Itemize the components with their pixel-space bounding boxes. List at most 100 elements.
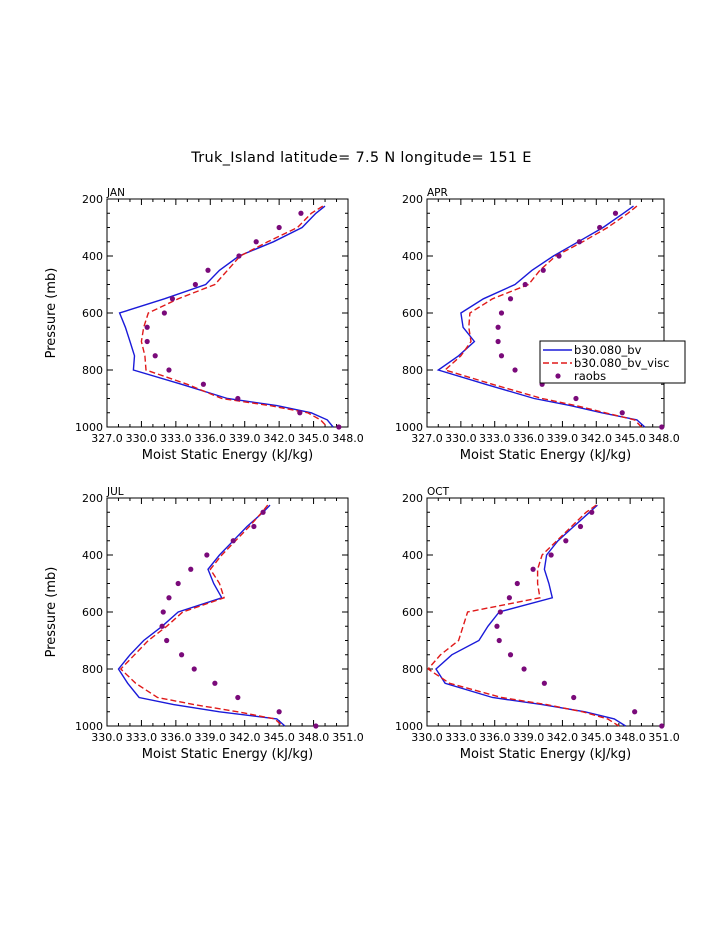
x-tick-label: 339.0 [229,432,261,445]
x-tick-label: 327.0 [411,432,443,445]
raobs-point [659,424,665,430]
raobs-point [541,680,547,686]
x-tick-label: 336.0 [479,731,511,744]
raobs-point [164,637,170,644]
raobs-point [540,267,546,273]
panel-jan: 327.0 330.0 333.0 336.0 339.0 342.0 345.0 348.0… [44,187,364,463]
series-line-bv [435,504,626,727]
x-tick-label: 336.0 [160,731,192,744]
raobs-point [144,338,150,345]
raobs-point [556,253,562,259]
x-tick-label: 333.0 [126,731,158,744]
raobs-point [530,566,536,572]
x-tick-label: 348.0 [298,731,330,744]
x-tick-label: 330.0 [445,432,477,445]
y-tick-label: 400 [82,549,103,562]
y-tick-label: 200 [402,193,423,206]
raobs-point [619,410,625,416]
y-tick-label: 200 [82,492,103,505]
raobs-point [200,381,206,387]
panel-jul: 330.0 333.0 336.0 339.0 342.0 345.0 348.0 351.0… [44,486,364,762]
y-tick-label: 600 [402,307,423,320]
raobs-point [507,296,514,302]
raobs-point [506,595,512,601]
y-tick-label: 200 [82,193,103,206]
plot-frame [106,198,349,428]
raobs-point [514,580,520,587]
chart-title: Truk_Island latitude= 7.5 N longitude= 1… [191,150,532,166]
raobs-point [573,395,579,402]
raobs-point [571,694,577,701]
x-tick-label: 348.0 [614,731,646,744]
raobs-point [235,395,241,402]
series-line-bv [118,205,334,428]
raobs-point [497,609,503,615]
raobs-point [276,224,282,231]
x-tick-label: 336.0 [513,432,545,445]
series-line-bv-visc [427,504,620,727]
x-tick-label: 348.0 [332,432,364,445]
raobs-point [230,538,236,544]
raobs-point [563,538,569,544]
x-tick-label: 336.0 [195,432,227,445]
y-tick-label: 1000 [75,720,103,733]
legend-swatch-raobs [555,373,561,379]
y-tick-label: 800 [82,364,103,377]
x-tick-label: 342.0 [547,731,579,744]
x-tick-label: 348.0 [648,432,680,445]
x-tick-label: 351.0 [332,731,364,744]
raobs-point [144,324,150,330]
raobs-point [297,410,303,416]
x-tick-label: 339.0 [513,731,545,744]
raobs-point [494,623,500,629]
y-tick-label: 200 [402,492,423,505]
x-axis-label: Moist Static Energy (kJ/kg) [460,747,631,762]
raobs-point [251,523,257,530]
panel-title-jan: JAN [106,187,125,199]
x-tick-label: 342.0 [229,731,261,744]
raobs-point [159,623,165,629]
y-tick-label: 1000 [395,720,423,733]
raobs-point [192,281,198,288]
y-tick-label: 400 [82,250,103,263]
x-tick-label: 339.0 [547,432,579,445]
raobs-point [496,637,502,644]
y-tick-label: 800 [82,663,103,676]
raobs-point [253,239,259,245]
raobs-point [204,552,210,558]
raobs-point [188,566,194,572]
panel-oct: 330.0 333.0 336.0 339.0 342.0 345.0 348.0 351.0… [395,486,680,762]
x-tick-label: 333.0 [160,432,192,445]
legend-label: b30.080_bv [574,343,642,357]
x-tick-label: 330.0 [126,432,158,445]
y-tick-label: 600 [82,606,103,619]
x-tick-label: 330.0 [411,731,443,744]
raobs-point [495,338,501,345]
y-tick-label: 400 [402,250,423,263]
raobs-point [507,652,514,658]
raobs-point [336,424,342,430]
y-tick-label: 800 [402,663,423,676]
raobs-point [236,253,242,259]
raobs-point [160,609,166,615]
raobs-point [498,353,505,359]
raobs-point [169,296,176,302]
x-tick-label: 345.0 [581,731,613,744]
raobs-point [512,367,518,373]
y-tick-label: 600 [402,606,423,619]
raobs-point [521,666,527,672]
series-line-bv-visc [119,504,284,727]
x-tick-label: 345.0 [263,731,295,744]
y-tick-label: 600 [82,307,103,320]
panel-apr: 327.0 330.0 333.0 336.0 339.0 342.0 345.0 348.0… [395,187,680,463]
raobs-point [612,210,619,216]
y-tick-label: 1000 [395,421,423,434]
raobs-point [175,580,181,587]
panel-title-apr: APR [427,187,448,199]
raobs-point [298,210,304,216]
x-axis-label: Moist Static Energy (kJ/kg) [142,448,313,463]
plot-frame [426,497,665,727]
legend-label: raobs [574,369,606,383]
x-tick-label: 345.0 [614,432,646,445]
